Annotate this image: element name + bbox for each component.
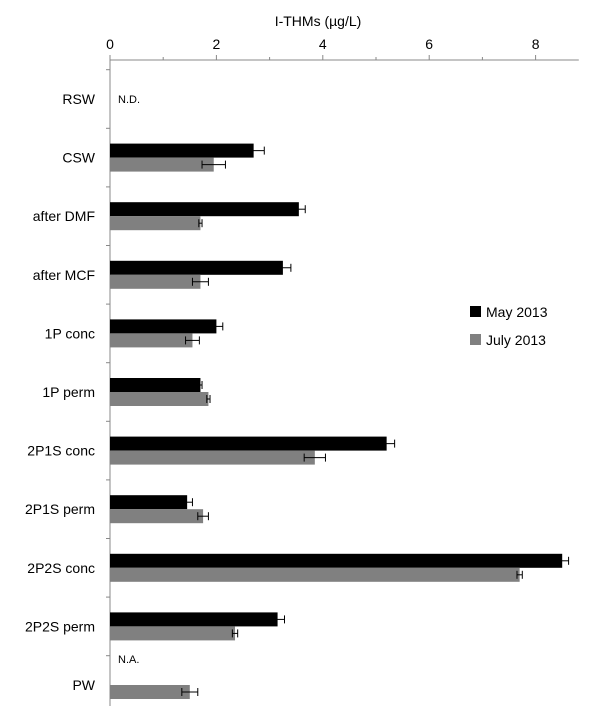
legend-swatch [470,334,481,345]
legend-swatch [470,306,481,317]
category-label: 2P1S perm [25,501,95,517]
bar-july-2013 [110,157,214,172]
annotation-na: N.A. [118,654,139,666]
bar-july-2013 [110,509,204,524]
bar-july-2013 [110,567,520,582]
x-tick-label: 8 [532,36,540,52]
annotation-nd: N.D. [118,94,140,106]
legend-label: July 2013 [486,332,546,348]
bar-july-2013 [110,333,193,348]
category-label: PW [72,677,95,693]
category-label: after MCF [33,267,95,283]
bar-may-2013 [110,436,387,451]
x-axis-ticks: 0 2 4 6 8 [106,36,579,61]
category-label: 1P perm [42,384,95,400]
category-label: 2P2S conc [27,560,95,576]
legend: May 2013 July 2013 [470,304,548,348]
x-axis-title: I-THMs (µg/L) [275,13,362,29]
bar-july-2013 [110,626,236,641]
plot-area: RSW CSW after DMF after MCF 1P conc 1P perm 2P… [25,60,570,706]
bar-may-2013 [110,612,278,627]
category-label: RSW [62,91,95,107]
bar-may-2013 [110,553,563,568]
bar-july-2013 [110,274,201,289]
x-tick-label: 0 [106,36,114,52]
legend-label: May 2013 [486,304,548,320]
x-tick-label: 6 [425,36,433,52]
category-label: after DMF [33,208,95,224]
bar-july-2013 [110,392,209,406]
bar-july-2013 [110,450,315,465]
category-label: CSW [62,150,95,166]
bar-may-2013 [110,143,254,158]
bar-may-2013 [110,202,299,217]
bar-july-2013 [110,216,201,231]
x-tick-label: 2 [213,36,221,52]
bar-july-2013 [110,685,190,699]
category-label: 1P conc [45,325,95,341]
bar-may-2013 [110,378,201,392]
bar-may-2013 [110,319,217,334]
bar-may-2013 [110,260,283,275]
x-tick-label: 4 [319,36,327,52]
bar-may-2013 [110,495,188,510]
category-label: 2P1S conc [27,443,95,459]
category-label: 2P2S perm [25,618,95,634]
